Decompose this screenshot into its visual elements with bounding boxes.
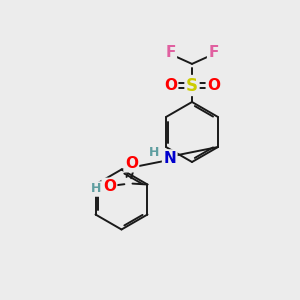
Text: S: S: [186, 76, 198, 94]
Text: O: O: [125, 156, 138, 171]
Text: O: O: [103, 179, 116, 194]
Text: O: O: [164, 78, 177, 93]
Text: F: F: [165, 45, 176, 60]
Text: F: F: [208, 45, 219, 60]
Text: H: H: [149, 146, 159, 159]
Text: N: N: [164, 151, 176, 166]
Text: H: H: [91, 182, 101, 196]
Text: O: O: [207, 78, 220, 93]
